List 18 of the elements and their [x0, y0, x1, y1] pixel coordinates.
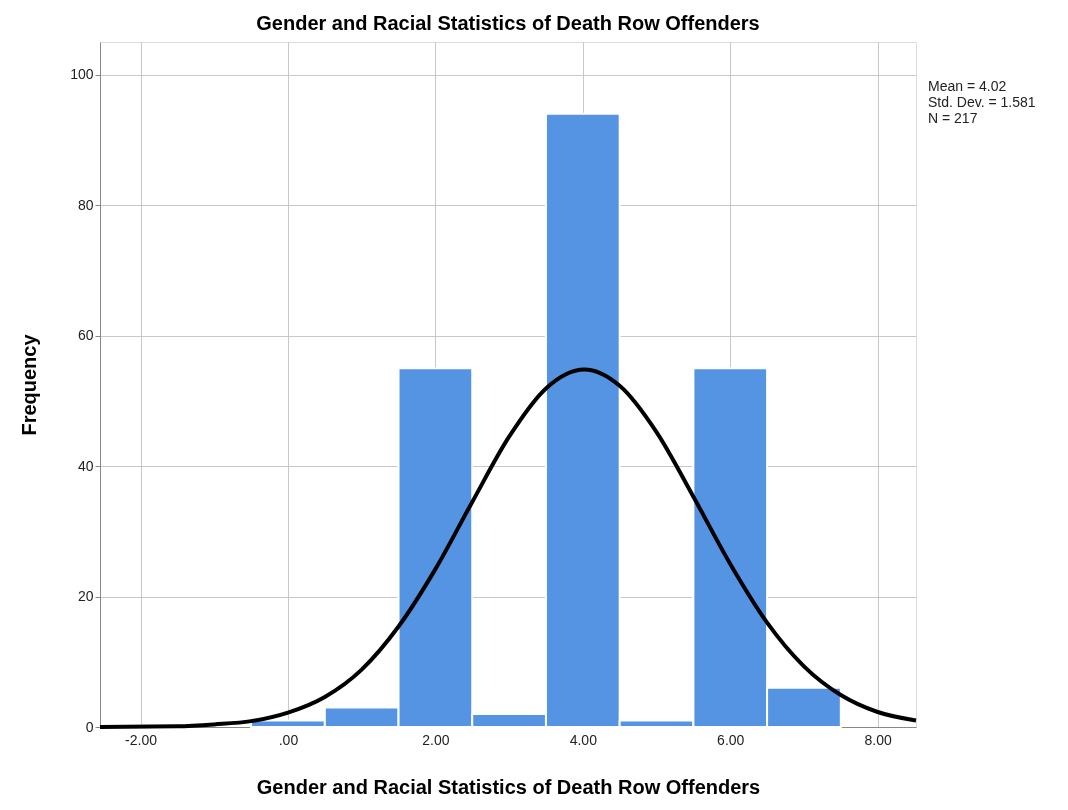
chart-title: Gender and Racial Statistics of Death Row Offenders — [256, 12, 760, 34]
text: Std. Dev. = 1.581 — [928, 94, 1036, 110]
y-axis-title: Frequency — [18, 333, 41, 436]
y-tick-label: 80 — [77, 196, 94, 213]
y-tick-label: 0 — [85, 718, 94, 735]
x-tick-label: .00 — [278, 731, 299, 748]
x-tick-label: 4.00 — [569, 731, 598, 748]
x-tick-label: 8.00 — [864, 731, 893, 748]
y-tick-label: 40 — [77, 457, 94, 474]
x-axis-title: Gender and Racial Statistics of Death Row Offenders — [256, 775, 761, 798]
y-tick-label: 20 — [77, 588, 94, 605]
y-tick-label: 60 — [77, 327, 94, 344]
y-tick-label: 100 — [70, 66, 94, 83]
text: Mean = 4.02 — [928, 78, 1007, 94]
text: N = 217 — [928, 110, 978, 126]
x-tick-label: 6.00 — [717, 731, 745, 748]
x-tick-label: 2.00 — [422, 731, 450, 748]
x-tick-label: -2.00 — [125, 731, 158, 748]
